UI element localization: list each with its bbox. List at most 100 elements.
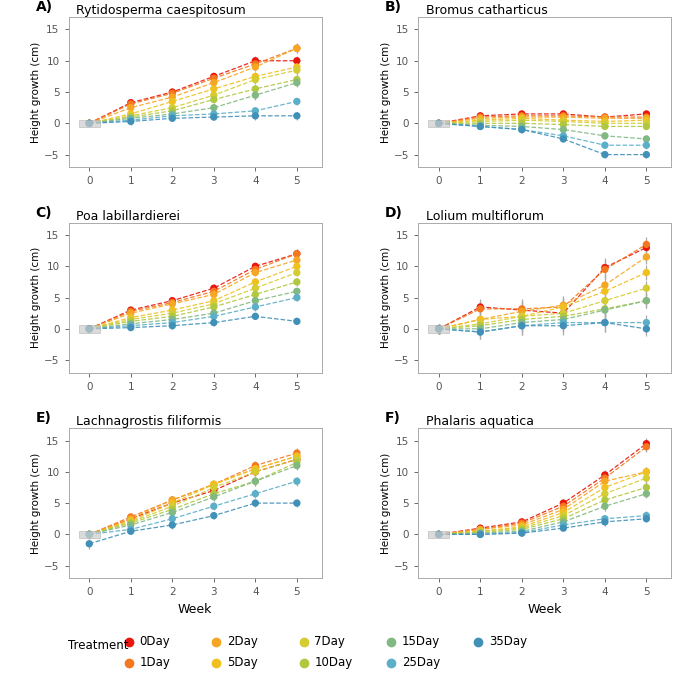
- Point: [599, 488, 610, 499]
- FancyBboxPatch shape: [79, 325, 99, 333]
- Point: [167, 311, 178, 322]
- Point: [125, 103, 136, 113]
- Point: [516, 124, 527, 135]
- Point: [84, 323, 95, 334]
- Point: [516, 317, 527, 328]
- Y-axis label: Height growth (cm): Height growth (cm): [381, 452, 391, 554]
- Point: [84, 323, 95, 334]
- Point: [167, 92, 178, 103]
- Point: [599, 482, 610, 493]
- Point: [84, 538, 95, 549]
- Text: 15Day: 15Day: [402, 636, 440, 648]
- Point: [167, 295, 178, 306]
- Point: [167, 305, 178, 316]
- Point: [641, 121, 652, 132]
- Point: [208, 485, 219, 496]
- Point: [434, 118, 445, 129]
- Point: [208, 73, 219, 84]
- Point: [84, 118, 95, 129]
- Point: [641, 251, 652, 262]
- Point: [167, 498, 178, 509]
- Point: [434, 323, 445, 334]
- Point: [599, 118, 610, 129]
- Text: 1Day: 1Day: [140, 657, 171, 669]
- Point: [250, 276, 261, 287]
- Point: [167, 109, 178, 120]
- Text: 2Day: 2Day: [227, 636, 258, 648]
- Point: [475, 314, 486, 325]
- Point: [641, 267, 652, 278]
- Point: [434, 118, 445, 129]
- Point: [558, 517, 569, 528]
- Point: [208, 488, 219, 499]
- Point: [250, 498, 261, 509]
- Point: [208, 308, 219, 318]
- Point: [167, 96, 178, 107]
- Point: [208, 501, 219, 512]
- Point: [641, 140, 652, 151]
- Point: [475, 327, 486, 337]
- Point: [250, 267, 261, 278]
- Point: [558, 111, 569, 122]
- Point: [475, 524, 486, 535]
- Point: [125, 526, 136, 536]
- Point: [125, 515, 136, 526]
- Point: [516, 528, 527, 538]
- Point: [641, 109, 652, 120]
- Point: [558, 119, 569, 130]
- Point: [84, 529, 95, 540]
- Point: [475, 318, 486, 329]
- Point: [434, 529, 445, 540]
- Point: [250, 466, 261, 477]
- Point: [434, 529, 445, 540]
- Point: [475, 120, 486, 130]
- Point: [208, 103, 219, 113]
- Point: [558, 130, 569, 141]
- Point: [291, 255, 302, 265]
- Point: [516, 526, 527, 536]
- Point: [434, 118, 445, 129]
- Point: [291, 249, 302, 259]
- Point: [208, 84, 219, 94]
- Point: [475, 121, 486, 132]
- Point: [84, 323, 95, 334]
- Point: [125, 115, 136, 126]
- Point: [84, 323, 95, 334]
- Point: [84, 529, 95, 540]
- Point: [208, 301, 219, 312]
- Point: [167, 513, 178, 524]
- Point: [558, 523, 569, 534]
- Point: [558, 504, 569, 515]
- Point: [434, 323, 445, 334]
- Point: [516, 521, 527, 532]
- Y-axis label: Height growth (cm): Height growth (cm): [32, 452, 41, 554]
- Point: [599, 111, 610, 122]
- Point: [250, 488, 261, 499]
- Point: [475, 529, 486, 540]
- Point: [599, 262, 610, 273]
- Point: [558, 311, 569, 322]
- Point: [167, 297, 178, 308]
- Point: [291, 451, 302, 462]
- Text: Lolium multiflorum: Lolium multiflorum: [418, 210, 544, 223]
- Point: [208, 286, 219, 297]
- Point: [516, 320, 527, 331]
- Point: [516, 115, 527, 126]
- Point: [434, 529, 445, 540]
- Point: [516, 124, 527, 135]
- Point: [250, 111, 261, 122]
- Point: [125, 322, 136, 333]
- Point: [599, 501, 610, 512]
- Point: [291, 74, 302, 85]
- Point: [516, 314, 527, 325]
- Point: [208, 510, 219, 521]
- Point: [167, 314, 178, 325]
- FancyBboxPatch shape: [428, 530, 449, 538]
- Point: [208, 71, 219, 82]
- Point: [641, 510, 652, 521]
- Point: [558, 507, 569, 518]
- Point: [641, 282, 652, 293]
- FancyBboxPatch shape: [79, 530, 99, 538]
- Point: [599, 149, 610, 160]
- Point: [558, 301, 569, 312]
